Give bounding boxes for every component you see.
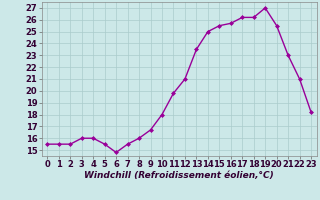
X-axis label: Windchill (Refroidissement éolien,°C): Windchill (Refroidissement éolien,°C) xyxy=(84,171,274,180)
